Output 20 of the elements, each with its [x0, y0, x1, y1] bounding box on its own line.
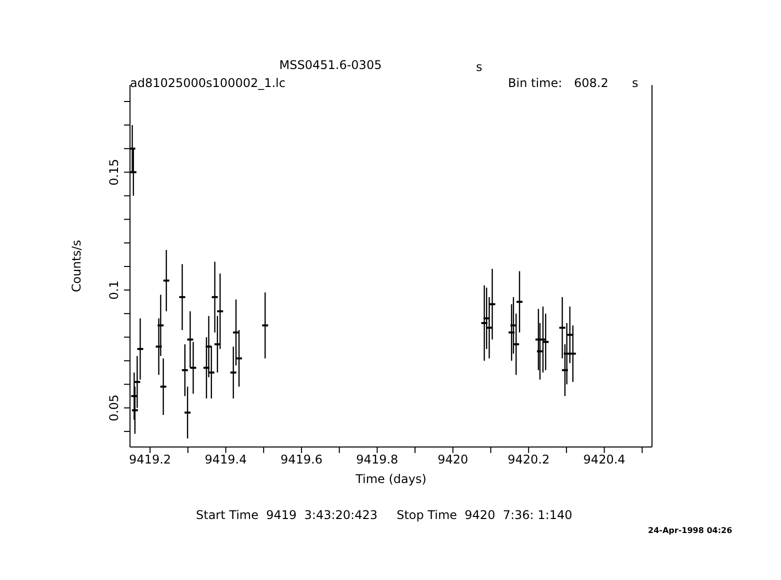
x-tick-label: 9419.6 [280, 452, 322, 467]
y-tick-label: 0.1 [107, 280, 121, 300]
annotation: Bin time: [508, 76, 562, 90]
x-tick-label: 9420 [438, 452, 468, 467]
y-axis-title: Counts/s [69, 240, 84, 292]
y-tick-label: 0.05 [107, 394, 121, 422]
x-tick-label: 9419.8 [356, 452, 398, 467]
y-tick-label: 0.15 [107, 158, 121, 186]
text: 24-Apr-1998 04:26 [648, 526, 732, 535]
chart-title: MSS0451.6-0305 [279, 58, 382, 72]
text: s [476, 60, 482, 74]
annotation: s [632, 76, 638, 90]
annotation: 608.2 [574, 76, 608, 90]
x-tick-label: 9419.4 [204, 452, 247, 467]
x-axis-title: Time (days) [354, 472, 426, 486]
x-tick-label: 9419.2 [129, 452, 172, 467]
x-tick-label: 9420.2 [508, 452, 550, 467]
x-tick-label: 9420.4 [583, 452, 626, 467]
annotation: ad81025000s100002_1.lc [130, 76, 286, 90]
text: Start Time 9419 3:43:20:423 Stop Time 9420 7:36: 1:140 [196, 508, 572, 522]
